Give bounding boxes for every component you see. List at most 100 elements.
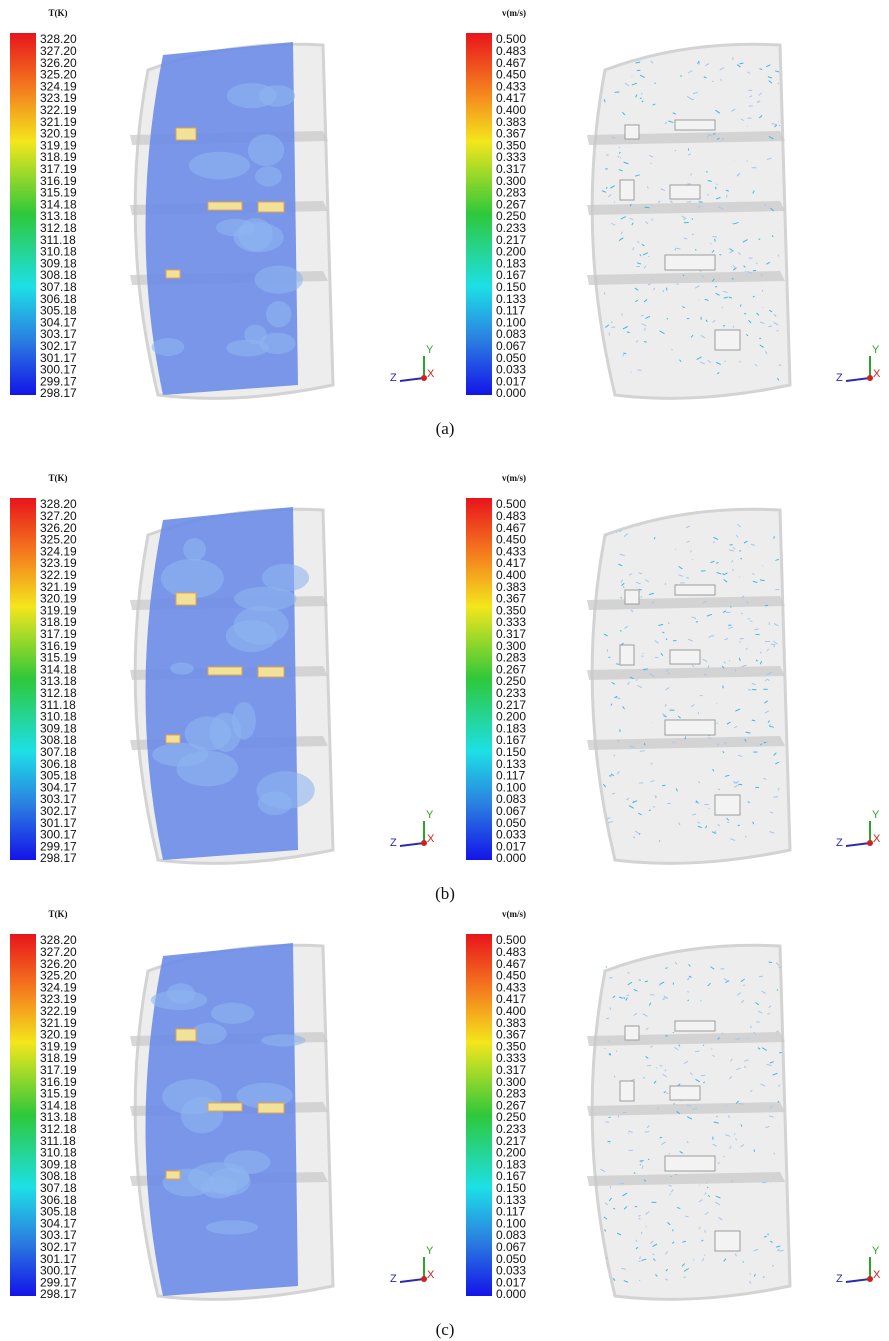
component <box>665 720 715 735</box>
contour-patch <box>216 219 255 236</box>
contour-patch <box>161 559 224 599</box>
panel-caption: (b) <box>435 884 455 903</box>
vector <box>645 207 650 208</box>
vector <box>779 1052 782 1053</box>
vector <box>683 275 684 276</box>
axis-label-x: X <box>873 833 881 845</box>
vector <box>642 1166 643 1169</box>
vector <box>735 669 736 671</box>
vector <box>765 605 768 606</box>
heat-source <box>176 1029 196 1041</box>
vector <box>740 63 744 64</box>
vector <box>666 638 667 640</box>
panel-caption: (c) <box>436 1320 455 1339</box>
vector <box>745 271 746 272</box>
vector <box>608 1041 610 1042</box>
vector <box>740 304 741 306</box>
heat-source <box>208 1103 242 1111</box>
vector <box>673 742 675 743</box>
vector <box>754 1150 755 1152</box>
vector <box>771 644 775 645</box>
axis-z <box>846 1279 870 1282</box>
vector <box>675 248 680 249</box>
component <box>675 585 715 595</box>
legend-title: T(K) <box>49 8 68 18</box>
component <box>715 795 740 815</box>
heat-source <box>176 593 196 605</box>
colorbar <box>10 33 36 395</box>
contour-patch <box>189 152 250 180</box>
colorbar-label: 0.000 <box>496 1287 526 1301</box>
contour-patch <box>266 301 291 327</box>
vector <box>726 1105 727 1106</box>
vector <box>652 279 653 280</box>
vector <box>623 998 625 999</box>
axis-label-z: Z <box>836 372 843 384</box>
vector <box>692 218 693 219</box>
vector <box>715 239 716 242</box>
axis-label-x: X <box>873 368 881 380</box>
legend-title: v(m/s) <box>502 473 526 483</box>
panel-caption: (a) <box>436 419 455 438</box>
vector <box>659 985 660 986</box>
vector <box>681 75 682 77</box>
vector <box>706 172 708 173</box>
heat-source <box>208 202 242 210</box>
vector <box>640 254 641 256</box>
legend-title: v(m/s) <box>502 8 526 18</box>
vector <box>739 577 740 578</box>
component <box>670 650 700 664</box>
vector <box>729 660 730 661</box>
colorbar <box>466 934 492 1296</box>
contour-patch <box>261 1034 306 1046</box>
heat-source <box>258 1103 284 1113</box>
contour-patch <box>248 134 284 166</box>
vector <box>747 1038 748 1039</box>
component <box>665 255 715 270</box>
vector <box>644 743 645 745</box>
cabinet-shell <box>592 509 790 863</box>
vector <box>641 93 642 95</box>
colorbar-label: 298.17 <box>40 851 77 865</box>
axis-label-z: Z <box>390 372 397 384</box>
axis-label-y: Y <box>872 344 880 356</box>
colorbar <box>466 33 492 395</box>
vector <box>640 1164 641 1165</box>
axis-z <box>846 378 870 381</box>
page: {"temperature_scale": {"title": "T(K)", … <box>0 0 889 1341</box>
component <box>715 330 740 350</box>
contour-patch <box>211 1003 254 1024</box>
vector <box>611 322 612 323</box>
vector <box>777 989 778 990</box>
axis-label-x: X <box>873 1269 881 1281</box>
axis-z <box>400 378 424 381</box>
contour-patch <box>255 166 282 186</box>
axis-label-y: Y <box>872 809 880 821</box>
vector <box>666 1093 668 1094</box>
contour-patch <box>226 620 277 652</box>
axis-label-y: Y <box>426 1245 434 1257</box>
vector <box>769 962 772 963</box>
figure: T(K)328.20327.20326.20325.20324.19323.19… <box>0 0 889 1341</box>
contour-patch <box>152 338 185 356</box>
component <box>665 1156 715 1171</box>
vector <box>627 995 630 996</box>
vector <box>722 307 723 308</box>
vector <box>644 669 648 670</box>
contour-patch <box>226 340 269 357</box>
colorbar <box>10 934 36 1296</box>
axis-label-y: Y <box>872 1245 880 1257</box>
axis-label-x: X <box>427 833 435 845</box>
axis-label-z: Z <box>836 837 843 849</box>
vector <box>699 62 700 65</box>
component <box>620 1081 634 1101</box>
colorbar-label: 0.000 <box>496 851 526 865</box>
vector <box>640 1160 644 1161</box>
heat-source <box>208 667 242 675</box>
vector <box>616 531 617 533</box>
heat-source <box>258 202 284 212</box>
vector <box>641 315 644 316</box>
colorbar-label: 0.000 <box>496 386 526 400</box>
contour-patch <box>181 1097 223 1133</box>
contour-patch <box>259 85 295 107</box>
